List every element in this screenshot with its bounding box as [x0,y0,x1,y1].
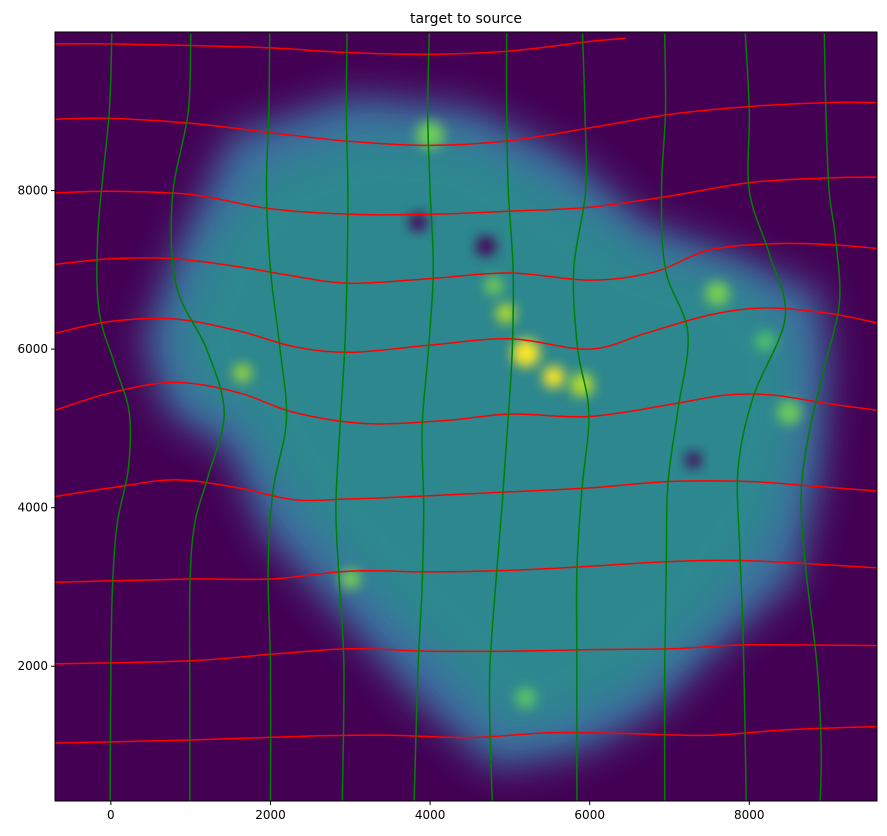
x-tick-label: 0 [107,808,115,822]
y-tick-label: 4000 [17,501,48,515]
green-grid-line-0 [96,33,132,801]
intensity-hotspot [484,276,503,295]
red-grid-line-7 [55,176,877,216]
intensity-hotspot [233,363,252,382]
green-grid-line-7 [660,33,689,801]
intensity-hole [409,213,428,232]
intensity-hotspot [495,303,516,324]
intensity-hole [476,236,496,257]
red-grid-line-3 [55,479,877,502]
x-tick-label: 2000 [255,808,286,822]
green-grid-line-3 [335,33,349,801]
green-grid-line-5 [488,33,515,801]
x-tick-label: 4000 [415,808,446,822]
y-axis: 2000 4000 6000 8000 [17,184,55,673]
red-grid-line-5 [55,307,877,354]
green-grid-line-2 [265,33,288,801]
intensity-hotspot [755,331,776,352]
x-tick-label: 8000 [734,808,765,822]
red-grid-line-9 [55,37,626,56]
intensity-hotspot [340,569,361,589]
red-grid-line-6 [55,242,877,285]
green-grid-line-4 [413,33,435,801]
tissue-heatmap [142,95,830,770]
x-axis: 0 2000 4000 6000 8000 [107,801,765,822]
red-grid-lines [55,37,877,744]
red-grid-line-0 [55,725,877,744]
y-tick-label: 6000 [17,342,48,356]
red-grid-line-4 [55,381,877,425]
plot-area [55,32,877,801]
green-grid-line-1 [170,33,225,801]
intensity-hotspot [777,400,802,425]
intensity-hotspot [569,372,594,397]
intensity-hotspot [542,365,565,388]
x-tick-label: 6000 [574,808,605,822]
intensity-hotspot [416,121,445,150]
plot-frame [54,31,878,802]
green-grid-lines [96,33,841,801]
intensity-hotspot [705,281,730,306]
chart-title: target to source [410,11,522,27]
green-grid-line-6 [572,33,590,801]
red-grid-line-1 [55,643,877,665]
intensity-hotspot [515,687,536,708]
green-grid-line-8 [736,33,787,801]
tissue-core [182,135,798,730]
intensity-hotspot [511,339,540,368]
red-grid-line-2 [55,559,877,583]
y-tick-label: 8000 [17,184,48,198]
red-grid-line-8 [55,101,877,147]
intensity-hole [685,452,702,469]
green-grid-line-9 [800,33,841,801]
y-tick-label: 2000 [17,659,48,673]
